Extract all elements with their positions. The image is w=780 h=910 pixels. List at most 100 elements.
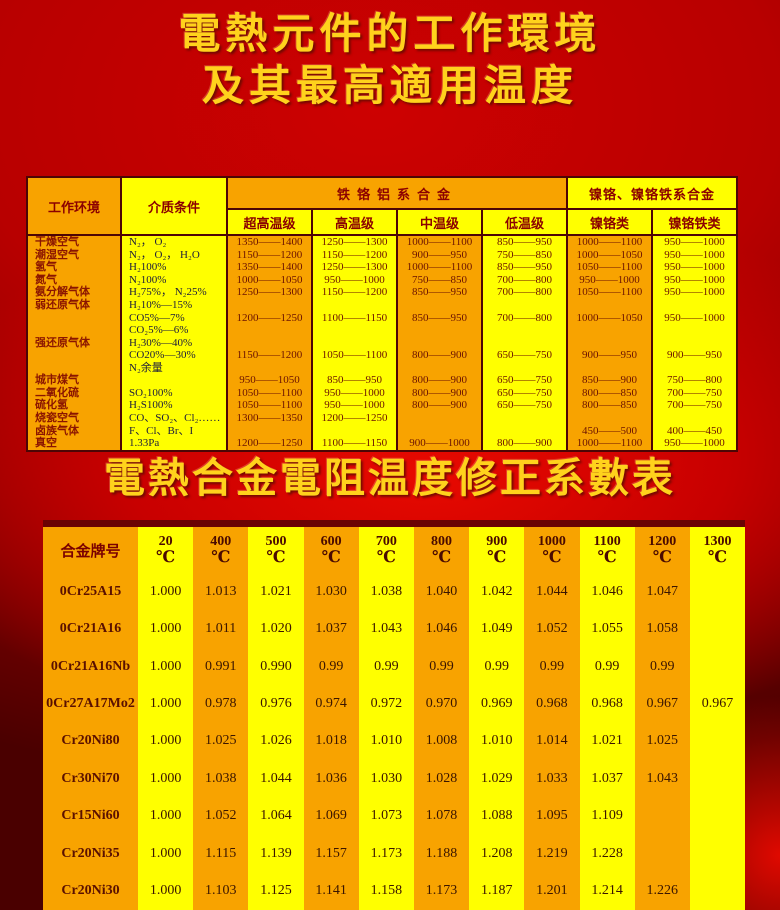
correction-coefficient-cell: 1.052 <box>193 797 249 836</box>
table1-cell: N₂， O₂， H₂O <box>129 248 200 261</box>
table2-row-Cr15Ni60: Cr15Ni60 1.000 1.052 1.064 1.069 1.073 1.078 1.… <box>43 797 746 836</box>
temp-value: 900 <box>486 534 508 549</box>
correction-coefficient-cell: 1.037 <box>579 760 635 798</box>
table1-cell: 1350——1400 <box>236 236 303 249</box>
table1-cell: CO、SO₂、Cl₂…… <box>129 412 221 425</box>
table1-cell: 950——1000 <box>324 273 385 286</box>
alloy-grade-label: Cr20Ni30 <box>43 872 138 910</box>
resistance-correction-table: 合金牌号 20 ℃ 400 ℃ 500 ℃ 600 ℃ 700 ℃ 800 ℃ 900 ℃ 1000 ℃ 110… <box>43 520 746 910</box>
table1-column-5: 1000——1100 900——950 1000——1100 750——850 850—… <box>398 236 481 450</box>
table1-column-7: 1000——1100 1000——1050 1050——1100 950——1000 1… <box>568 236 651 450</box>
correction-coefficient-cell: 1.013 <box>193 573 249 611</box>
table1-cell: 800——900 <box>412 386 467 399</box>
table1-cell <box>313 362 396 374</box>
table1-cell <box>398 425 481 437</box>
temp-value: 500 <box>265 534 287 549</box>
table1-cell: 900——1000 <box>409 437 470 450</box>
main-title-line-1: 電熱元件的工作環境 <box>178 9 602 58</box>
table1-cell: 700——800 <box>497 273 552 286</box>
table1-cell: 二氧化硫 <box>35 386 79 399</box>
correction-coefficient-cell: 1.173 <box>358 835 414 873</box>
table1-cell <box>313 324 396 336</box>
correction-coefficient-cell: 1.125 <box>248 872 304 910</box>
correction-coefficient-cell: 0.978 <box>193 685 249 723</box>
correction-coefficient-cell: 1.049 <box>469 610 525 648</box>
table1-cell: 1000——1100 <box>576 236 643 249</box>
table1-cell <box>483 425 566 437</box>
table1-cell: CO₂5%—6% <box>129 324 189 337</box>
table1-cell: 750——850 <box>412 273 467 286</box>
table1-cell: N₂余量 <box>129 361 163 374</box>
correction-coefficient-cell: 1.158 <box>358 872 414 910</box>
alloy-grade-label: Cr20Ni80 <box>43 722 138 761</box>
table1-cell: 1250——1300 <box>236 286 303 299</box>
correction-coefficient-cell: 1.028 <box>413 760 470 798</box>
table1-cell <box>228 425 311 437</box>
table2-header-temp-600: 600 ℃ <box>303 527 359 573</box>
table2-row-Cr20Ni35: Cr20Ni35 1.000 1.115 1.139 1.157 1.173 1.188 1.… <box>43 835 746 873</box>
correction-coefficient-cell: 1.029 <box>469 760 525 798</box>
table1-cell: 1150——1200 <box>236 349 303 362</box>
alloy-grade-label: Cr30Ni70 <box>43 760 138 798</box>
alloy-grade-label: Cr15Ni60 <box>43 797 138 836</box>
correction-coefficient-cell: 1.188 <box>413 835 470 873</box>
table1-cell: 1050——1100 <box>576 261 643 274</box>
table1-cell <box>568 412 651 424</box>
correction-coefficient-cell: 1.046 <box>579 573 635 611</box>
celsius-symbol: ℃ <box>376 549 396 566</box>
table1-cell: 950——1000 <box>664 248 725 261</box>
table1-cell: 1050——1100 <box>576 286 643 299</box>
table1-column-6: 850——950 750——850 850——950 700——800 700——800… <box>483 236 566 450</box>
table1-column-2: N₂， O₂ N₂， O₂， H₂O H₂100% N₂100% H₂75%， N₂25… <box>122 236 226 450</box>
temp-value: 1300 <box>703 534 732 549</box>
table1-cell <box>398 362 481 374</box>
main-title: 電熱元件的工作環境 及其最高適用温度 <box>0 8 780 112</box>
table1-cell <box>568 299 651 311</box>
correction-coefficient-cell: 0.99 <box>469 647 525 686</box>
table1-cell <box>653 337 736 349</box>
table1-cell: 800——850 <box>582 399 637 412</box>
correction-coefficient-cell: 1.064 <box>248 797 304 836</box>
table1-cell <box>483 337 566 349</box>
correction-coefficient-cell: 1.044 <box>248 760 304 798</box>
table1-cell: 950——1050 <box>239 374 300 387</box>
celsius-symbol: ℃ <box>321 549 341 566</box>
correction-coefficient-cell: 1.043 <box>634 760 690 798</box>
table1-cell: 1150——1200 <box>236 248 303 261</box>
table1-cell <box>653 299 736 311</box>
correction-coefficient-cell: 1.000 <box>138 573 194 611</box>
correction-coefficient-cell <box>689 797 746 836</box>
correction-coefficient-cell: 0.990 <box>248 647 304 686</box>
table2-row-0Cr21A16: 0Cr21A16 1.000 1.011 1.020 1.037 1.043 1.046 1.… <box>43 610 746 648</box>
table1-column-3: 1350——1400 1150——1200 1350——1400 1000——1050… <box>228 236 311 450</box>
table1-cell: 800——900 <box>412 374 467 387</box>
celsius-symbol: ℃ <box>542 549 562 566</box>
correction-coefficient-cell: 1.073 <box>358 797 414 836</box>
correction-coefficient-cell: 0.99 <box>634 647 690 686</box>
table1-cell: H₂100% <box>129 261 167 274</box>
correction-coefficient-cell: 1.139 <box>248 835 304 873</box>
temp-value: 700 <box>375 534 397 549</box>
table1-cell: 950——1000 <box>664 273 725 286</box>
correction-coefficient-cell: 1.038 <box>358 573 414 611</box>
table1-cell <box>398 412 481 424</box>
alloy-grade-label: 0Cr21A16 <box>43 610 138 648</box>
correction-coefficient-cell <box>689 872 746 910</box>
table2-header-temp-1000: 1000 ℃ <box>524 527 580 573</box>
correction-coefficient-cell <box>634 835 690 873</box>
table1-cell <box>398 299 481 311</box>
correction-coefficient-cell: 1.228 <box>579 835 635 873</box>
correction-coefficient-cell: 1.069 <box>303 797 359 836</box>
table1-cell <box>313 337 396 349</box>
table1-cell: 城市煤气 <box>35 374 79 387</box>
table1-cell: 1200——1250 <box>236 311 303 324</box>
table1-cell <box>228 299 311 311</box>
celsius-symbol: ℃ <box>707 549 728 566</box>
table1-cell: 氨分解气体 <box>35 286 90 299</box>
table1-cell <box>568 362 651 374</box>
table1-cell <box>483 324 566 336</box>
correction-coefficient-cell <box>689 647 746 686</box>
temp-value: 1000 <box>537 534 566 549</box>
table1-cell <box>398 337 481 349</box>
table1-cell: 1000——1100 <box>576 437 643 450</box>
